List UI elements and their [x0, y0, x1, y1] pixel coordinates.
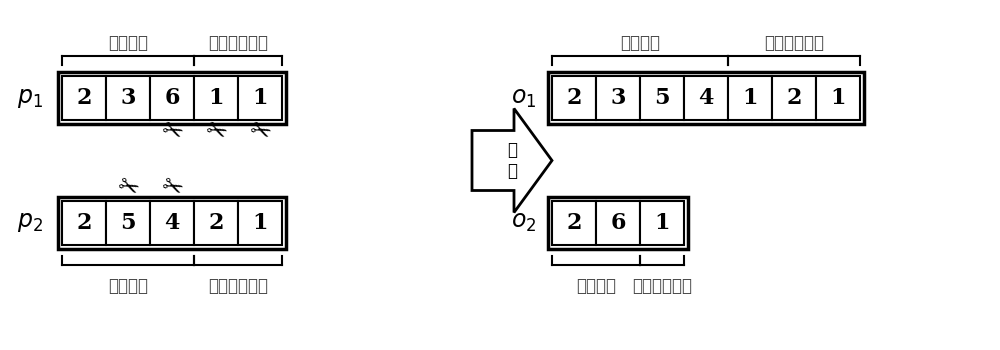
- Bar: [62, 76, 106, 120]
- Text: 视图编码: 视图编码: [620, 34, 660, 52]
- Text: 融合算子编码: 融合算子编码: [208, 277, 268, 295]
- Text: 1: 1: [252, 212, 268, 234]
- Text: $p_2$: $p_2$: [17, 211, 43, 235]
- Bar: [552, 76, 596, 120]
- Bar: [548, 72, 864, 124]
- Text: 1: 1: [742, 87, 758, 109]
- Bar: [194, 201, 238, 245]
- Text: 3: 3: [610, 87, 626, 109]
- Bar: [194, 76, 238, 120]
- Bar: [106, 76, 150, 120]
- Bar: [62, 201, 106, 245]
- Text: 1: 1: [208, 87, 224, 109]
- Bar: [58, 197, 286, 249]
- Text: 2: 2: [76, 212, 92, 234]
- Bar: [816, 76, 860, 120]
- Text: 视图编码: 视图编码: [108, 277, 148, 295]
- Text: 2: 2: [786, 87, 802, 109]
- Text: 4: 4: [164, 212, 180, 234]
- Text: 融合算子编码: 融合算子编码: [632, 277, 692, 295]
- Text: 融合算子编码: 融合算子编码: [208, 34, 268, 52]
- Bar: [150, 76, 194, 120]
- Text: ✂: ✂: [113, 174, 143, 204]
- Text: ✂: ✂: [201, 118, 231, 148]
- Text: ✂: ✂: [157, 174, 187, 204]
- Text: 1: 1: [654, 212, 670, 234]
- Bar: [238, 201, 282, 245]
- Text: 视图编码: 视图编码: [108, 34, 148, 52]
- Text: $o_1$: $o_1$: [511, 86, 537, 110]
- Bar: [238, 76, 282, 120]
- Text: 交
叉: 交 叉: [507, 141, 517, 180]
- Polygon shape: [472, 108, 552, 212]
- Bar: [552, 201, 596, 245]
- Bar: [640, 76, 684, 120]
- Text: 1: 1: [830, 87, 846, 109]
- Bar: [640, 201, 684, 245]
- Text: 视图编码: 视图编码: [576, 277, 616, 295]
- Bar: [548, 197, 688, 249]
- Text: 2: 2: [76, 87, 92, 109]
- Text: 6: 6: [610, 212, 626, 234]
- Text: 4: 4: [698, 87, 714, 109]
- Text: ✂: ✂: [157, 118, 187, 148]
- Bar: [772, 76, 816, 120]
- Text: $p_1$: $p_1$: [17, 86, 43, 110]
- Text: 6: 6: [164, 87, 180, 109]
- Bar: [684, 76, 728, 120]
- Text: 3: 3: [120, 87, 136, 109]
- Text: ✂: ✂: [245, 118, 275, 148]
- Text: 2: 2: [208, 212, 224, 234]
- Text: 5: 5: [654, 87, 670, 109]
- Bar: [58, 72, 286, 124]
- Text: 融合算子编码: 融合算子编码: [764, 34, 824, 52]
- Bar: [596, 76, 640, 120]
- Text: 1: 1: [252, 87, 268, 109]
- Bar: [596, 201, 640, 245]
- Text: 2: 2: [566, 212, 582, 234]
- Text: 5: 5: [120, 212, 136, 234]
- Bar: [150, 201, 194, 245]
- Bar: [106, 201, 150, 245]
- Text: $o_2$: $o_2$: [511, 211, 537, 235]
- Text: 2: 2: [566, 87, 582, 109]
- Bar: [728, 76, 772, 120]
